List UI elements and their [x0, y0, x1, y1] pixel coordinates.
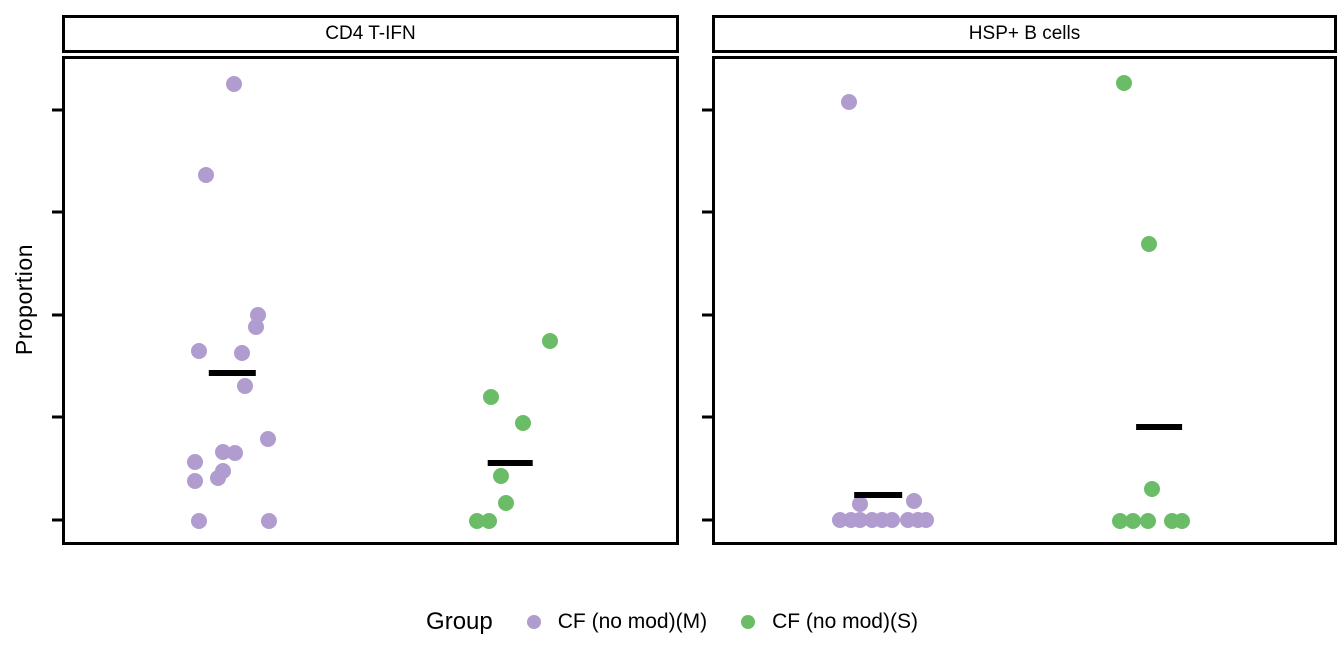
data-point [1116, 74, 1133, 91]
legend-swatch-green-icon [741, 615, 756, 629]
facet-hsp-b-cells: HSP+ B cells [702, 15, 1337, 545]
data-point [234, 345, 251, 362]
data-point [1111, 513, 1128, 530]
legend-title: Group [426, 608, 493, 635]
data-point [840, 93, 857, 110]
data-point [215, 444, 232, 461]
data-point [210, 469, 227, 486]
data-point [186, 472, 203, 489]
y-axis-label-text: Proportion [10, 243, 37, 356]
y-axis-label: Proportion [2, 55, 46, 544]
facet-title-right: HSP+ B cells [968, 23, 1081, 44]
mean-bar [1135, 424, 1182, 431]
plot-panel-left [52, 56, 679, 545]
data-point [514, 415, 531, 432]
data-point [1140, 235, 1157, 252]
y-axis-tick [52, 518, 62, 522]
data-point [482, 388, 499, 405]
data-point [481, 513, 498, 530]
legend-label-m: CF (no mod)(M) [557, 610, 708, 633]
data-point [191, 513, 208, 530]
mean-bar [854, 491, 903, 498]
data-point [918, 512, 935, 529]
data-point [191, 343, 208, 360]
data-point [248, 319, 265, 336]
data-point [542, 333, 559, 350]
data-point [1174, 513, 1191, 530]
y-axis-tick [52, 108, 62, 112]
data-point [197, 166, 214, 183]
data-point [884, 512, 901, 529]
data-point [1139, 513, 1156, 530]
data-point [237, 377, 254, 394]
mean-bar [209, 369, 256, 376]
data-point [1144, 481, 1160, 498]
data-point [225, 75, 242, 92]
facet-strip-left: CD4 T-IFN [62, 15, 679, 53]
data-point [259, 431, 276, 448]
y-axis-tick [702, 415, 712, 419]
legend-swatch-purple-icon [526, 615, 541, 629]
y-axis-tick [702, 518, 712, 522]
data-point [186, 453, 203, 470]
y-axis-tick [702, 108, 712, 112]
facet-title-left: CD4 T-IFN [325, 23, 416, 44]
data-point [261, 513, 278, 530]
facet-strip-right: HSP+ B cells [712, 15, 1337, 53]
legend-label-s: CF (no mod)(S) [772, 610, 918, 633]
y-axis-tick [702, 210, 712, 214]
legend-item-m: CF (no mod)(M) [526, 610, 708, 634]
data-point [227, 445, 244, 462]
data-point [852, 496, 869, 513]
y-axis-tick [702, 313, 712, 317]
data-point [1124, 513, 1141, 530]
plot-panel-right [702, 56, 1337, 545]
y-axis-tick [52, 210, 62, 214]
facet-cd4-t-ifn: CD4 T-IFN [52, 15, 679, 545]
data-point [497, 495, 514, 512]
mean-bar [488, 459, 533, 466]
y-axis-tick [52, 313, 62, 317]
legend: Group CF (no mod)(M) CF (no mod)(S) [0, 602, 1344, 642]
y-axis-tick [52, 415, 62, 419]
data-point [906, 493, 923, 510]
data-point [492, 467, 509, 484]
data-point [468, 513, 485, 530]
legend-item-s: CF (no mod)(S) [741, 610, 918, 634]
